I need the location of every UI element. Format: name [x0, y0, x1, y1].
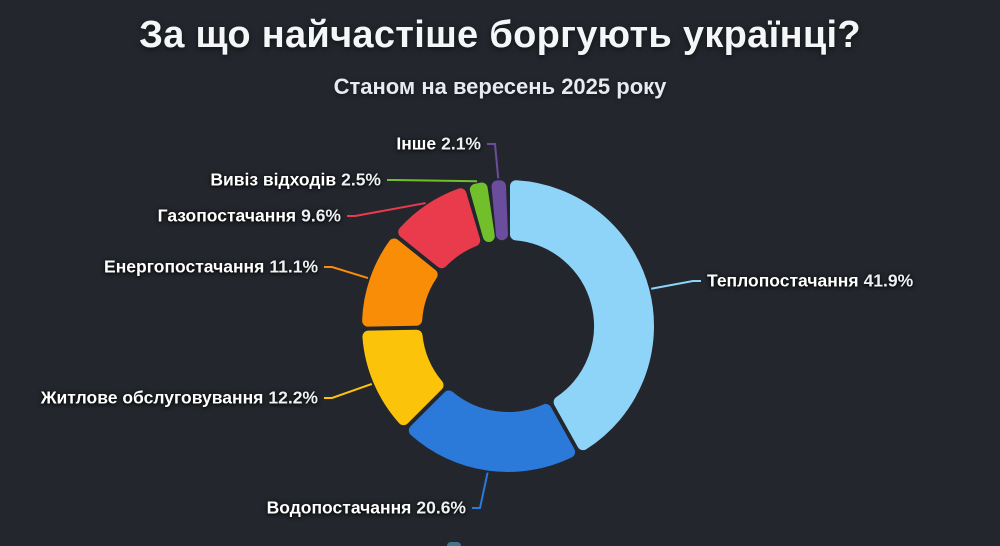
- slice-label-name: Вивіз відходів: [210, 169, 337, 190]
- donut-slices: [362, 180, 654, 472]
- label-connector-3: [324, 266, 369, 280]
- slice-label-6: Інше 2.1%: [396, 134, 481, 155]
- slice-label-name: Теплопостачання: [707, 270, 859, 291]
- donut-slice-5[interactable]: [469, 182, 495, 243]
- slice-label-5: Вивіз відходів 2.5%: [210, 170, 381, 191]
- slice-label-name: Газопостачання: [157, 205, 297, 226]
- slice-label-value: 20.6%: [416, 497, 466, 518]
- label-connector-4: [347, 202, 426, 217]
- donut-slice-1[interactable]: [408, 390, 576, 472]
- slice-label-value: 9.6%: [301, 205, 341, 226]
- slice-label-value: 41.9%: [863, 270, 914, 291]
- bottom-edge-artifact: [447, 542, 461, 546]
- label-connector-6: [487, 143, 500, 179]
- slice-label-name: Інше: [396, 133, 437, 154]
- donut-slice-3[interactable]: [362, 238, 438, 327]
- slice-label-name: Енергопостачання: [104, 256, 265, 277]
- label-connector-5: [387, 179, 478, 183]
- label-connectors: [324, 143, 701, 509]
- slice-label-1: Водопостачання 20.6%: [267, 498, 466, 519]
- slice-label-4: Газопостачання 9.6%: [158, 206, 341, 227]
- slice-label-value: 11.1%: [269, 256, 318, 277]
- label-connector-0: [651, 280, 701, 290]
- chart-subtitle: Станом на вересень 2025 року: [333, 74, 667, 99]
- slice-label-3: Енергопостачання 11.1%: [104, 257, 318, 278]
- donut-slice-0[interactable]: [509, 180, 654, 451]
- donut-slice-4[interactable]: [398, 188, 481, 269]
- chart-title: За що найчастіше боргують українці?: [139, 14, 861, 56]
- label-connector-1: [472, 472, 489, 509]
- donut-slice-6[interactable]: [491, 180, 508, 241]
- slice-label-2: Житлове обслуговування 12.2%: [41, 388, 318, 409]
- slice-label-name: Житлове обслуговування: [40, 387, 264, 408]
- slice-label-value: 2.1%: [441, 133, 481, 154]
- slice-label-name: Водопостачання: [266, 497, 412, 518]
- label-connector-2: [324, 382, 373, 399]
- slice-label-0: Теплопостачання 41.9%: [707, 271, 913, 292]
- slice-label-value: 12.2%: [268, 387, 318, 408]
- donut-slice-2[interactable]: [362, 329, 444, 426]
- slice-label-value: 2.5%: [341, 169, 381, 190]
